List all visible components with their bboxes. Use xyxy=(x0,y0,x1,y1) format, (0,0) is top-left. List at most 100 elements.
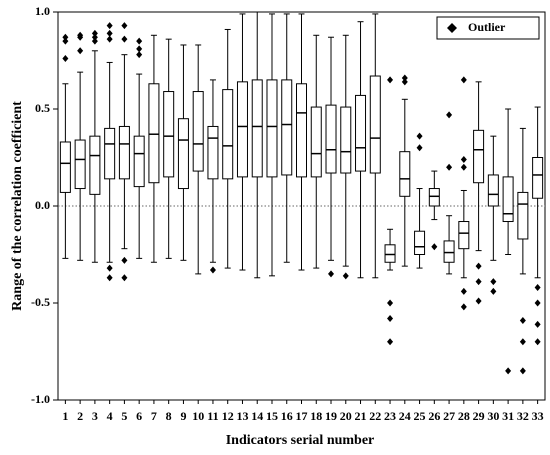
box xyxy=(148,83,160,184)
x-tick-label: 31 xyxy=(502,409,514,423)
x-tick-label: 20 xyxy=(340,409,352,423)
x-tick-label: 10 xyxy=(192,409,204,423)
x-axis-title: Indicators serial number xyxy=(226,433,375,448)
outlier xyxy=(106,274,113,282)
x-tick-label: 25 xyxy=(414,409,426,423)
y-tick-label: 1.0 xyxy=(35,4,50,18)
box xyxy=(369,75,381,174)
x-tick-label: 26 xyxy=(428,409,440,423)
outlier xyxy=(121,274,128,282)
box xyxy=(133,135,145,188)
x-tick-label: 23 xyxy=(384,409,396,423)
box xyxy=(251,79,263,178)
outlier xyxy=(416,132,423,140)
box xyxy=(473,129,485,184)
outlier xyxy=(209,266,216,274)
y-tick-label: -1.0 xyxy=(31,392,50,406)
box xyxy=(236,81,248,178)
box xyxy=(104,127,116,180)
outlier xyxy=(91,33,98,41)
outlier xyxy=(121,35,128,43)
outlier xyxy=(416,144,423,152)
box xyxy=(384,244,396,263)
outlier xyxy=(136,45,143,53)
outlier xyxy=(490,287,497,295)
outlier xyxy=(136,51,143,59)
box xyxy=(310,106,322,178)
outlier xyxy=(505,367,512,375)
outlier xyxy=(446,111,453,119)
outlier xyxy=(460,76,467,84)
outlier xyxy=(62,37,69,45)
outlier xyxy=(387,338,394,346)
x-tick-label: 14 xyxy=(251,409,263,423)
box xyxy=(222,89,234,180)
outlier xyxy=(475,297,482,305)
outlier xyxy=(446,163,453,171)
x-tick-label: 18 xyxy=(310,409,322,423)
box xyxy=(118,125,130,180)
box xyxy=(443,240,455,263)
x-tick-label: 1 xyxy=(62,409,68,423)
x-tick-label: 16 xyxy=(281,409,293,423)
outlier xyxy=(77,33,84,41)
outlier xyxy=(534,299,541,307)
box xyxy=(89,135,101,195)
x-tick-label: 22 xyxy=(369,409,381,423)
box xyxy=(192,91,204,172)
outlier xyxy=(387,76,394,84)
box xyxy=(487,174,499,207)
box xyxy=(532,157,544,199)
y-tick-label: -0.5 xyxy=(31,295,50,309)
box xyxy=(399,151,411,197)
x-tick-label: 27 xyxy=(443,409,455,423)
outlier xyxy=(460,303,467,311)
legend-box xyxy=(436,16,540,40)
x-tick-label: 29 xyxy=(473,409,485,423)
outlier xyxy=(475,278,482,286)
outlier xyxy=(342,272,349,280)
outlier xyxy=(62,33,69,41)
x-tick-label: 13 xyxy=(236,409,248,423)
outlier xyxy=(519,316,526,324)
outlier xyxy=(460,155,467,163)
x-tick-label: 12 xyxy=(222,409,234,423)
x-tick-label: 24 xyxy=(399,409,411,423)
box xyxy=(296,83,307,178)
box xyxy=(177,118,189,190)
box xyxy=(207,125,219,180)
x-tick-label: 8 xyxy=(166,409,172,423)
y-axis-title: Range of the correlation coefficient xyxy=(10,101,25,311)
y-tick-label: 0.5 xyxy=(35,101,50,115)
x-tick-label: 4 xyxy=(107,409,113,423)
x-tick-label: 19 xyxy=(325,409,337,423)
outlier xyxy=(401,74,408,82)
box xyxy=(428,188,440,207)
box xyxy=(458,221,470,250)
legend-label: Outlier xyxy=(468,20,506,34)
outlier xyxy=(387,299,394,307)
box xyxy=(281,79,293,176)
outlier xyxy=(460,163,467,171)
outlier xyxy=(387,315,394,323)
outlier xyxy=(519,367,526,375)
box xyxy=(414,230,426,256)
box xyxy=(502,176,514,223)
x-tick-label: 6 xyxy=(136,409,142,423)
x-tick-label: 28 xyxy=(458,409,470,423)
x-tick-label: 30 xyxy=(487,409,499,423)
box xyxy=(517,191,529,240)
x-tick-label: 5 xyxy=(121,409,127,423)
legend-marker xyxy=(447,23,457,33)
x-tick-label: 33 xyxy=(532,409,544,423)
outlier xyxy=(121,22,128,30)
outlier xyxy=(106,22,113,30)
x-tick-label: 17 xyxy=(296,409,308,423)
outlier xyxy=(328,270,335,278)
box xyxy=(340,106,352,174)
x-tick-label: 32 xyxy=(517,409,529,423)
outlier xyxy=(401,78,408,86)
x-tick-label: 9 xyxy=(180,409,186,423)
